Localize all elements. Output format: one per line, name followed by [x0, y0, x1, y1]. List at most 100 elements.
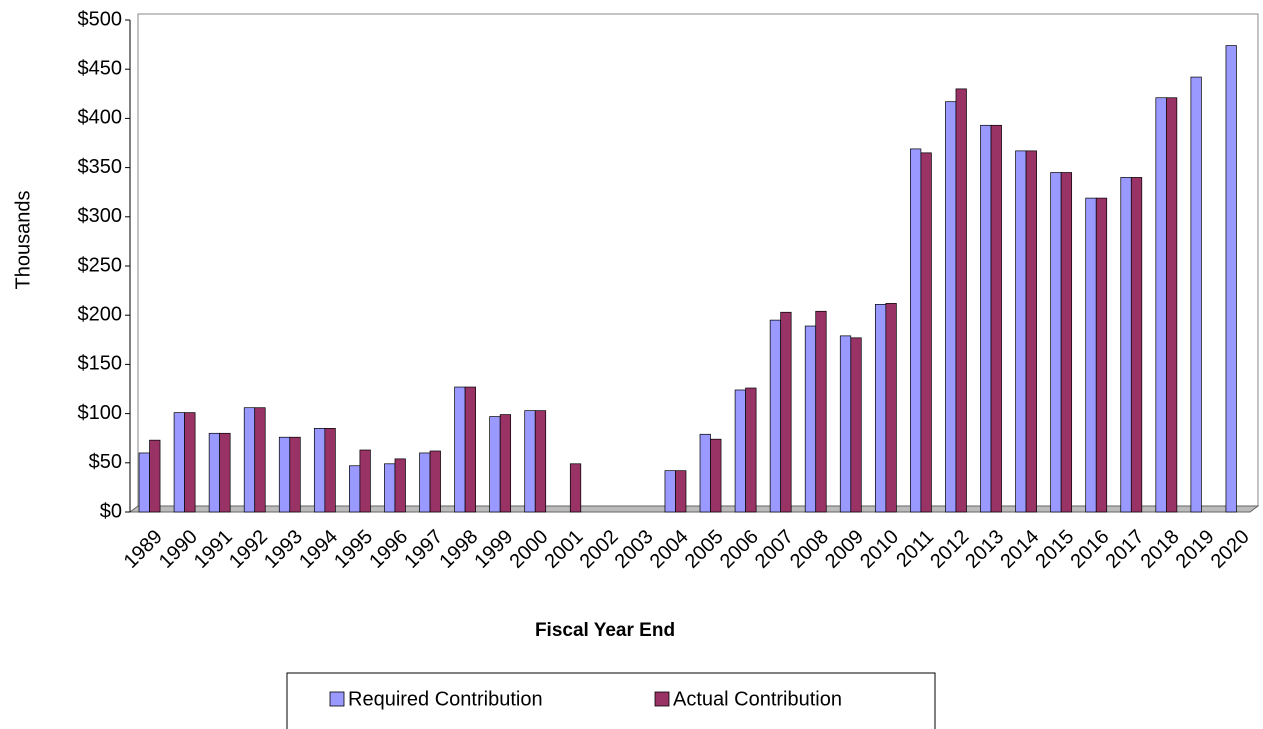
bar [1095, 197, 1108, 513]
bar [349, 465, 361, 513]
bar [710, 438, 722, 513]
y-tick-label: $150 [78, 353, 123, 375]
bar [429, 450, 441, 513]
x-tick-label: 2014 [996, 526, 1043, 573]
bar [454, 386, 466, 513]
x-tick-label: 1992 [225, 526, 272, 573]
x-tick-label: 1997 [400, 526, 447, 573]
x-tick-label: 1989 [120, 526, 167, 573]
y-tick-label: $50 [89, 451, 122, 473]
legend-label: Actual Contribution [673, 688, 842, 710]
bar [499, 414, 512, 513]
bar [1190, 76, 1202, 513]
x-tick-label: 1993 [260, 526, 307, 573]
bar [1060, 172, 1073, 513]
x-axis-title: Fiscal Year End [535, 620, 675, 641]
bar [489, 416, 501, 513]
x-tick-label: 2010 [856, 526, 903, 573]
bar [769, 319, 782, 513]
bar [324, 428, 336, 513]
bar [1120, 177, 1132, 513]
bar [990, 124, 1002, 513]
bar [815, 310, 827, 513]
x-tick-label: 2005 [681, 526, 728, 573]
bar [804, 325, 817, 513]
bar [1025, 150, 1037, 513]
y-tick-label: $500 [78, 8, 123, 30]
y-tick-label: $200 [78, 303, 123, 325]
bar [699, 433, 711, 513]
x-tick-label: 1996 [365, 526, 412, 573]
bar [138, 452, 150, 513]
bar [534, 410, 547, 513]
x-tick-label: 1999 [470, 526, 517, 573]
x-tick-label: 2008 [786, 526, 833, 573]
bar [910, 148, 922, 513]
x-tick-label: 2009 [821, 526, 868, 573]
bar [254, 407, 266, 513]
legend-swatch [654, 691, 670, 707]
y-tick-label: $350 [78, 156, 123, 178]
x-tick-label: 2017 [1102, 526, 1149, 573]
y-tick-label: $400 [78, 107, 123, 129]
x-tick-label: 2012 [926, 526, 973, 573]
bar [920, 152, 932, 513]
y-tick-label: $300 [78, 205, 123, 227]
y-tick-label: $100 [78, 402, 123, 424]
x-tick-label: 2011 [892, 526, 938, 572]
x-tick-label: 1994 [295, 526, 342, 573]
x-tick-label: 2015 [1031, 526, 1078, 573]
x-tick-label: 2007 [751, 526, 798, 573]
bar [278, 436, 291, 513]
bar [664, 470, 676, 513]
x-tick-label: 2000 [505, 526, 552, 573]
bar [745, 387, 757, 513]
x-tick-label: 2013 [961, 526, 1008, 573]
bar [1225, 45, 1237, 513]
x-tick-label: 2019 [1172, 526, 1219, 573]
x-tick-label: 2001 [541, 526, 588, 573]
bar [839, 335, 852, 513]
bar [734, 389, 746, 513]
bar [149, 439, 161, 513]
bar [675, 470, 687, 513]
x-tick-label: 1991 [190, 526, 237, 573]
bar [1165, 97, 1178, 513]
bar [173, 412, 185, 513]
bar [980, 124, 992, 513]
bar [569, 463, 582, 513]
bar [313, 428, 326, 513]
y-tick-label: $450 [78, 57, 123, 79]
x-tick-label: 1998 [435, 526, 482, 573]
x-tick-label: 2006 [716, 526, 763, 573]
bar [1050, 172, 1062, 513]
bar [955, 88, 967, 513]
bar [1015, 150, 1027, 513]
x-tick-label: 2018 [1137, 526, 1184, 573]
bar [1130, 177, 1143, 513]
bar [945, 101, 957, 513]
legend-box [286, 672, 936, 729]
x-tick-label: 2020 [1207, 526, 1254, 573]
bar [524, 410, 536, 513]
y-tick-label: $0 [100, 500, 122, 522]
bar [359, 449, 371, 513]
bar [289, 436, 301, 513]
y-tick-label: $250 [78, 254, 123, 276]
bar [1155, 97, 1167, 513]
bar [219, 432, 231, 513]
bar [243, 407, 256, 513]
bar [1085, 197, 1097, 513]
legend-swatch [329, 691, 345, 707]
bar [874, 304, 887, 513]
legend-label: Required Contribution [348, 688, 543, 710]
y-axis-title: Thousands [12, 191, 34, 290]
bar [184, 412, 196, 513]
x-tick-label: 1990 [155, 526, 202, 573]
bar [850, 337, 862, 513]
bar [419, 452, 431, 513]
bar [780, 311, 792, 513]
bar [464, 386, 476, 513]
x-tick-label: 1995 [330, 526, 377, 573]
